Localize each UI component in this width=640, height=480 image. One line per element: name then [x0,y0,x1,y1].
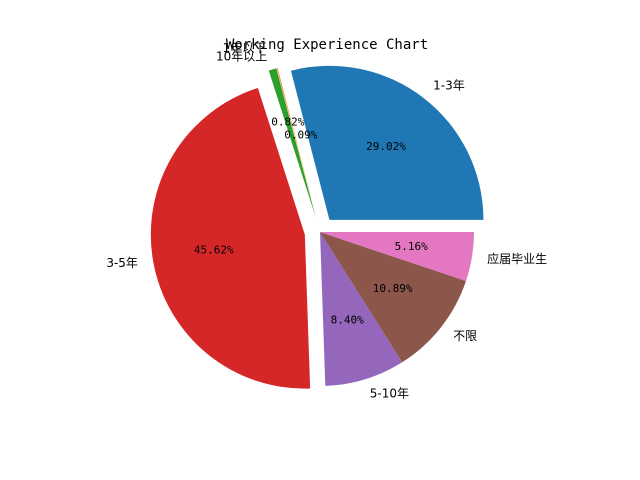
slice-category-label-4: 5-10年 [370,386,409,400]
chart-title: Working Experience Chart [226,37,428,53]
pie-slice-5 [320,232,466,363]
slice-category-label-0: 1-3年 [433,78,465,92]
pie-slice-2 [268,68,316,218]
pie-slice-3 [150,87,311,389]
pie-slice-0 [290,65,484,220]
slice-percent-label-5: 10.89% [373,282,413,295]
pie-slice-4 [320,232,403,386]
slice-category-label-5: 不限 [453,329,477,343]
slice-category-label-3: 3-5年 [106,256,138,270]
slice-percent-label-3: 45.62% [194,243,234,256]
slice-percent-label-4: 8.40% [331,313,364,326]
pie-labels: 1-3年 29.02% 10年以上 0.09% 1年以下 0.82% 3-5年 45.62% 5… [106,41,547,400]
slice-category-label-6: 应届毕业生 [487,251,547,266]
slice-percent-label-1: 0.09% [284,129,317,142]
slice-category-label-2: 1年以下 [223,41,267,55]
slice-percent-label-0: 29.02% [366,140,406,153]
slice-category-label-1: 10年以上 [216,50,267,64]
slice-percent-label-6: 5.16% [395,240,428,253]
pie-slice-6 [320,232,474,282]
slice-percent-label-2: 0.82% [271,116,304,129]
pie-slices [150,65,484,389]
pie-slice-1 [276,67,317,218]
